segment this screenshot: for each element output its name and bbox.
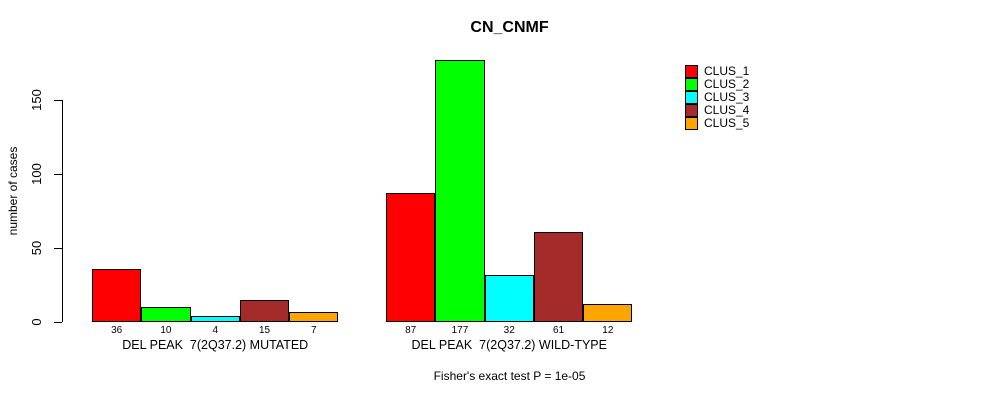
y-axis-tick xyxy=(54,173,62,175)
y-axis-tick xyxy=(54,321,62,323)
bar-value-label: 10 xyxy=(160,325,172,336)
bar-clus_4-group1 xyxy=(239,299,290,322)
y-axis-tick-label: 150 xyxy=(29,89,44,111)
bar-clus_3-group2 xyxy=(484,274,534,322)
bar-clus_3-group1 xyxy=(190,316,240,322)
footnote: Fisher's exact test P = 1e-05 xyxy=(433,369,586,383)
bar-value-label: 12 xyxy=(602,325,614,336)
legend-label: CLUS_1 xyxy=(704,64,750,78)
y-axis-tick-label: 0 xyxy=(29,318,44,326)
y-axis-tick xyxy=(54,247,62,249)
legend-item: CLUS_3 xyxy=(685,91,749,104)
bar-clus_1-group1 xyxy=(92,268,142,322)
x-axis-category-label: DEL PEAK 7(2Q37.2) MUTATED xyxy=(122,338,309,352)
bar-value-label: 177 xyxy=(451,325,469,336)
legend-label: CLUS_5 xyxy=(704,116,750,130)
bar-value-label: 87 xyxy=(405,325,417,336)
legend-swatch-clus_5 xyxy=(685,117,698,130)
legend-label: CLUS_3 xyxy=(704,90,750,104)
bar-value-label: 4 xyxy=(212,325,219,336)
legend-swatch-clus_1 xyxy=(685,65,698,78)
legend-item: CLUS_4 xyxy=(685,104,749,117)
legend-item: CLUS_2 xyxy=(685,78,749,91)
y-axis-tick-label: 50 xyxy=(29,240,44,256)
bar-value-label: 32 xyxy=(503,325,515,336)
legend: CLUS_1 CLUS_2 CLUS_3 CLUS_4 CLUS_5 xyxy=(685,65,749,130)
bar-clus_2-group2 xyxy=(435,60,485,322)
bar-clus_5-group2 xyxy=(583,304,633,322)
x-axis-category-label: DEL PEAK 7(2Q37.2) WILD-TYPE xyxy=(411,338,607,352)
legend-label: CLUS_2 xyxy=(704,77,750,91)
bar-clus_2-group1 xyxy=(141,307,191,322)
bar-value-label: 36 xyxy=(111,325,123,336)
legend-swatch-clus_3 xyxy=(685,91,698,104)
y-axis-line xyxy=(62,100,63,322)
legend-item: CLUS_1 xyxy=(685,65,749,78)
y-axis-tick-label: 100 xyxy=(29,163,44,185)
legend-item: CLUS_5 xyxy=(685,117,749,130)
bar-clus_5-group1 xyxy=(289,311,339,322)
bar-value-label: 7 xyxy=(311,325,317,336)
legend-swatch-clus_2 xyxy=(685,78,698,91)
legend-label: CLUS_4 xyxy=(704,103,750,117)
y-axis-tick xyxy=(54,99,62,101)
bar-value-label: 61 xyxy=(552,325,565,336)
bar-clus_1-group2 xyxy=(386,193,436,322)
chart-title: CN_CNMF xyxy=(470,19,549,36)
legend-swatch-clus_4 xyxy=(685,104,698,117)
bar-clus_4-group2 xyxy=(533,231,584,322)
bar-value-label: 15 xyxy=(258,325,271,336)
